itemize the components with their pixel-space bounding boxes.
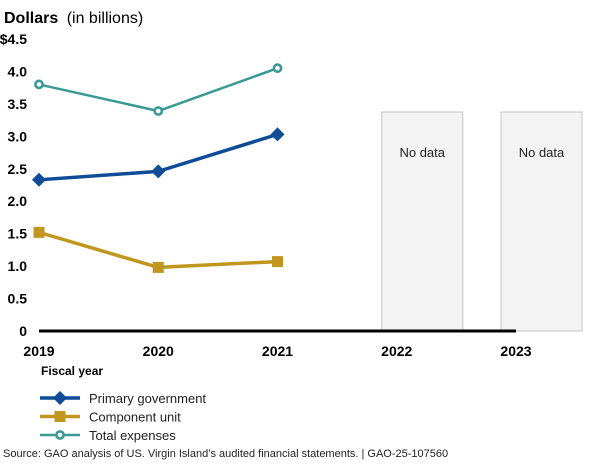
x-tick-label: 2020 <box>143 343 174 359</box>
no-data-label: No data <box>519 145 565 160</box>
y-tick-label: 1.0 <box>8 258 28 274</box>
no-data-boxes: No data No data <box>381 111 583 332</box>
series-primary-government <box>32 127 285 187</box>
x-axis-ticks: 2019 2020 2021 2022 2023 <box>23 343 531 359</box>
y-tick-label: 0 <box>19 323 27 339</box>
x-tick-label: 2021 <box>262 343 293 359</box>
series-line <box>38 67 278 113</box>
y-tick-label: 0.5 <box>8 291 28 307</box>
y-tick-label: 2.0 <box>8 193 28 209</box>
legend-marker <box>53 391 67 405</box>
legend-label: Total expenses <box>89 428 176 443</box>
x-axis-label: Fiscal year <box>41 364 103 378</box>
chart-title-main: Dollars <box>4 10 58 27</box>
no-data-box <box>381 111 464 332</box>
y-tick-label: 2.5 <box>8 161 28 177</box>
y-axis-ticks: 0 0.5 1.0 1.5 2.0 2.5 3.0 3.5 4.0 $4.5 <box>0 31 27 339</box>
series-total-expenses <box>34 63 283 116</box>
data-point <box>272 256 283 268</box>
chart-title-suffix: (in billions) <box>67 10 143 27</box>
legend-item: Primary government <box>40 391 206 406</box>
no-data-box <box>500 111 583 332</box>
data-point <box>32 172 46 187</box>
x-tick-label: 2022 <box>381 343 412 359</box>
data-point <box>33 226 45 238</box>
source-note: Source: GAO analysis of US. Virgin Islan… <box>3 448 449 460</box>
chart-title: Dollars (in billions) <box>4 10 143 27</box>
legend: Primary government Component unit Total ex… <box>40 391 206 443</box>
data-point <box>153 106 164 116</box>
data-point <box>151 164 166 179</box>
data-point <box>272 63 283 74</box>
x-tick-label: 2023 <box>500 343 531 359</box>
legend-label: Primary government <box>89 391 206 406</box>
y-tick-label: 3.0 <box>8 128 28 144</box>
y-tick-label: 4.0 <box>8 63 28 79</box>
no-data-label: No data <box>399 145 445 160</box>
series-component-unit <box>33 226 283 273</box>
legend-marker <box>55 430 65 440</box>
x-tick-label: 2019 <box>23 343 54 359</box>
y-tick-label: 3.5 <box>8 96 28 112</box>
data-point <box>270 127 285 142</box>
legend-item: Component unit <box>40 410 181 425</box>
series-lines <box>32 63 285 273</box>
y-tick-label: $4.5 <box>0 31 27 47</box>
legend-marker <box>54 411 66 422</box>
data-point <box>34 79 44 90</box>
legend-item: Total expenses <box>40 428 176 443</box>
y-tick-label: 1.5 <box>8 226 28 242</box>
data-point <box>152 261 164 273</box>
legend-label: Component unit <box>89 410 181 425</box>
